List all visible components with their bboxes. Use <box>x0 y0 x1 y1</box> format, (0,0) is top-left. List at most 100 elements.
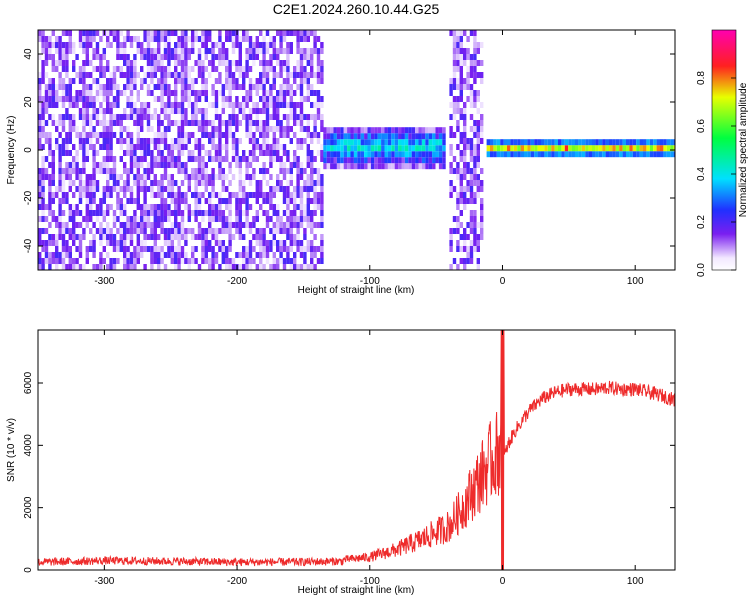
heatmap-cell <box>255 180 259 186</box>
heatmap-cell <box>313 204 317 210</box>
heatmap-cell <box>184 204 188 210</box>
heatmap-cell <box>102 96 106 102</box>
heatmap-cell <box>194 186 198 192</box>
heatmap-cell <box>75 96 79 102</box>
heatmap-cell <box>174 90 178 96</box>
heatmap-cell <box>459 198 463 204</box>
heatmap-cell <box>160 246 164 252</box>
heatmap-cell <box>299 162 304 168</box>
heatmap-cell <box>136 258 140 264</box>
heatmap-cell <box>197 210 202 216</box>
heatmap-cell <box>490 145 494 152</box>
heatmap-cell <box>160 186 164 192</box>
heatmap-cell <box>191 168 195 174</box>
heatmap-cell <box>167 36 171 42</box>
heatmap-cell <box>242 234 246 240</box>
heatmap-cell <box>289 234 293 240</box>
heatmap-cell <box>55 66 59 72</box>
heatmap-cell <box>316 246 321 252</box>
heatmap-cell <box>119 30 123 36</box>
heatmap-cell <box>214 150 219 156</box>
heatmap-cell <box>310 90 314 96</box>
heatmap-cell <box>150 264 154 270</box>
heatmap-cell <box>259 132 263 138</box>
heatmap-cell <box>65 246 69 252</box>
heatmap-cell <box>571 151 575 158</box>
heatmap-cell <box>89 228 93 234</box>
heatmap-cell <box>180 108 185 114</box>
heatmap-cell <box>85 132 89 138</box>
heatmap-cell <box>381 163 385 170</box>
heatmap-cell <box>377 151 382 158</box>
heatmap-cell <box>265 114 270 120</box>
heatmap-cell <box>269 42 273 48</box>
heatmap-cell <box>89 72 93 78</box>
heatmap-cell <box>269 246 273 252</box>
heatmap-cell <box>197 222 202 228</box>
heatmap-cell <box>174 180 178 186</box>
heatmap-cell <box>170 240 174 246</box>
heatmap-cell <box>276 240 280 246</box>
heatmap-cell <box>106 90 110 96</box>
heatmap-cell <box>129 90 134 96</box>
heatmap-cell <box>452 72 457 78</box>
heatmap-cell <box>306 156 310 162</box>
heatmap-cell <box>245 258 249 264</box>
heatmap-cell <box>163 168 168 174</box>
heatmap-cell <box>306 72 310 78</box>
heatmap-cell <box>140 222 144 228</box>
heatmap-cell <box>255 126 259 132</box>
heatmap-cell <box>293 204 297 210</box>
heatmap-cell <box>177 162 181 168</box>
heatmap-cell <box>626 145 630 152</box>
heatmap-cell <box>353 145 358 152</box>
heatmap-cell <box>51 198 55 204</box>
heatmap-cell <box>252 168 256 174</box>
heatmap-cell <box>262 84 266 90</box>
heatmap-cell <box>469 150 474 156</box>
heatmap-cell <box>316 60 321 66</box>
heatmap-cell <box>85 90 89 96</box>
heatmap-cell <box>245 96 249 102</box>
heatmap-cell <box>95 204 100 210</box>
heatmap-cell <box>391 151 395 158</box>
heatmap-cell <box>61 258 66 264</box>
heatmap-cell <box>85 84 89 90</box>
heatmap-cell <box>194 174 198 180</box>
heatmap-cell <box>310 186 314 192</box>
heatmap-cell <box>653 139 657 146</box>
heatmap-cell <box>194 36 198 42</box>
heatmap-cell <box>180 252 185 258</box>
heatmap-cell <box>299 174 304 180</box>
heatmap-cell <box>377 157 382 164</box>
heatmap-cell <box>353 163 358 170</box>
heatmap-cell <box>218 48 222 54</box>
heatmap-cell <box>310 48 314 54</box>
heatmap-cell <box>89 42 93 48</box>
heatmap-cell <box>367 145 371 152</box>
heatmap-cell <box>211 42 215 48</box>
heatmap-cell <box>146 102 151 108</box>
heatmap-cell <box>228 228 232 234</box>
heatmap-cell <box>452 96 457 102</box>
heatmap-cell <box>404 163 409 170</box>
heatmap-cell <box>381 151 385 158</box>
heatmap-cell <box>85 30 89 36</box>
heatmap-cell <box>218 144 222 150</box>
heatmap-cell <box>408 139 412 146</box>
heatmap-cell <box>456 96 460 102</box>
heatmap-cell <box>82 96 86 102</box>
heatmap-cell <box>459 138 463 144</box>
heatmap-cell <box>44 96 49 102</box>
heatmap-cell <box>78 186 83 192</box>
heatmap-cell <box>527 145 531 152</box>
heatmap-cell <box>306 54 310 60</box>
heatmap-cell <box>245 102 249 108</box>
heatmap-cell <box>493 145 497 152</box>
heatmap-cell <box>259 96 263 102</box>
heatmap-cell <box>44 102 49 108</box>
heatmap-cell <box>432 157 436 164</box>
heatmap-cell <box>252 60 256 66</box>
heatmap-cell <box>150 54 154 60</box>
heatmap-cell <box>48 150 52 156</box>
